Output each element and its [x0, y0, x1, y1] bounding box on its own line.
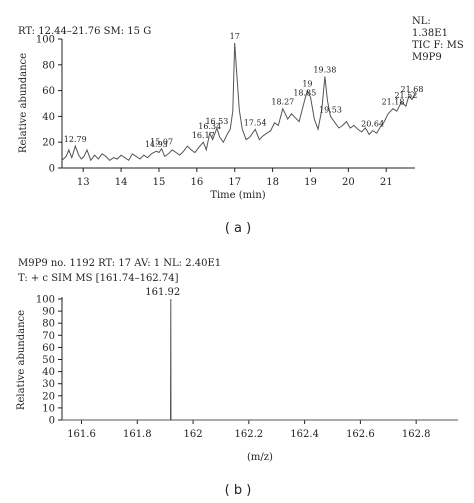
y-tick-label: 60 [42, 343, 55, 354]
y-tick-label: 90 [42, 307, 55, 318]
x-tick-label: 161.8 [123, 429, 152, 440]
panel-b-label: ( b ) [225, 483, 252, 498]
peak-label: 21.68 [401, 85, 424, 94]
peak-label: 15.07 [150, 138, 173, 147]
x-tick-label: 20 [342, 177, 355, 188]
peak-label: 21.52 [394, 91, 417, 100]
chromatogram-y-axis-label: Relative abundance [18, 53, 29, 153]
spectrum-header-line-1: M9P9 no. 1192 RT: 17 AV: 1 NL: 2.40E1 [18, 258, 221, 269]
peak-label: 18.85 [293, 89, 316, 98]
chromatogram-header-nl-value: 1.38E1 [412, 28, 448, 39]
panel-a-label: ( a ) [225, 221, 251, 236]
y-tick-label: 70 [42, 331, 55, 342]
spectrum-y-axis-label: Relative abundance [16, 310, 27, 410]
y-tick-label: 10 [42, 403, 55, 414]
x-tick-label: 16 [190, 177, 203, 188]
y-tick-label: 60 [42, 86, 55, 97]
chromatogram-trace [61, 42, 416, 162]
y-tick-label: 80 [42, 319, 55, 330]
y-tick-label: 30 [42, 379, 55, 390]
y-tick-label: 50 [42, 355, 55, 366]
chromatogram-header-nl: NL: [412, 16, 431, 27]
spectrum-header: M9P9 no. 1192 RT: 17 AV: 1 NL: 2.40E1 T:… [18, 258, 221, 284]
y-tick-label: 0 [49, 416, 55, 427]
chromatogram-header: RT: 12.44–21.76 SM: 15 G NL: 1.38E1 TIC … [18, 16, 464, 63]
peak-label: 19.38 [313, 65, 336, 74]
peak-label: 20.64 [361, 120, 384, 129]
peak-label: 21.18 [382, 98, 405, 107]
chromatogram-header-scan-type: TIC F: MS [412, 40, 464, 51]
spectrum-trace [62, 298, 458, 421]
x-tick-label: 15 [153, 177, 166, 188]
x-tick-label: 161.6 [67, 429, 96, 440]
spectrum-chart: 161.6 161.8 162 162.2 162.4 162.6 162.8 0 10203… [16, 287, 458, 463]
y-tick-label: 100 [36, 295, 55, 306]
y-tick-label: 40 [42, 112, 55, 123]
chromatogram-header-sample: M9P9 [412, 52, 442, 63]
peak-label: 16.34 [198, 122, 221, 131]
y-tick-label: 40 [42, 367, 55, 378]
x-tick-label: 13 [77, 177, 90, 188]
x-tick-label: 14 [115, 177, 128, 188]
x-tick-label: 21 [380, 177, 393, 188]
peak-label: 19 [302, 80, 312, 89]
x-tick-label: 19 [304, 177, 317, 188]
chromatogram-header-left: RT: 12.44–21.76 SM: 15 G [18, 26, 151, 37]
y-tick-label: 100 [36, 35, 55, 46]
y-tick-label: 80 [42, 60, 55, 71]
x-tick-label: 162.4 [290, 429, 319, 440]
peak-label: 16.17 [192, 131, 215, 140]
x-tick-label: 162 [184, 429, 203, 440]
peak-label: 161.92 [145, 287, 180, 298]
x-tick-label: 162.8 [402, 429, 431, 440]
y-tick-label: 20 [42, 391, 55, 402]
peak-label: 12.79 [64, 135, 87, 144]
x-tick-label: 162.6 [346, 429, 375, 440]
y-tick-label: 20 [42, 138, 55, 149]
peak-label: 19.53 [319, 105, 342, 114]
peak-label: 17 [230, 32, 240, 41]
x-tick-label: 18 [266, 177, 279, 188]
chromatogram-x-axis-label: Time (min) [210, 190, 265, 201]
spectrum-header-line-2: T: + c SIM MS [161.74–162.74] [18, 273, 179, 284]
y-tick-label: 0 [49, 164, 55, 175]
peak-label: 16.53 [205, 117, 228, 126]
spectrum-x-axis-label: (m/z) [247, 452, 273, 463]
peak-label: 17.54 [244, 118, 267, 127]
peak-label: 14.93 [145, 140, 168, 149]
peak-label: 18.27 [271, 98, 294, 107]
chromatogram-chart: 13 14 15 16 17 18 19 20 21 0 20 40 60 80 100 12.79 14.… [18, 32, 423, 201]
x-tick-label: 17 [228, 177, 241, 188]
x-tick-label: 162.2 [235, 429, 264, 440]
